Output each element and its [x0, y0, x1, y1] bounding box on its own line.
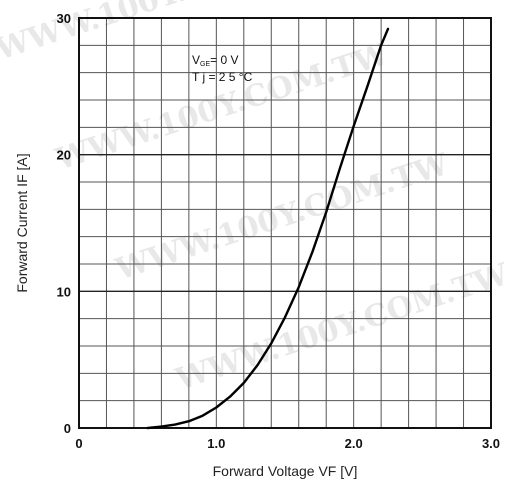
x-tick-label: 3.0 — [482, 436, 500, 451]
forward-current-curve — [146, 27, 390, 430]
y-tick-label: 10 — [57, 284, 71, 299]
y-tick-labels: 0 10 20 30 — [57, 11, 71, 436]
watermark-text: WWW.100Y.COM.TW — [0, 0, 334, 68]
y-tick-label: 0 — [64, 421, 71, 436]
x-tick-label: 1.0 — [207, 436, 225, 451]
x-tick-label: 0 — [75, 436, 82, 451]
plot-frame — [78, 17, 492, 429]
watermark-text: WWW.100Y.COM.TW — [171, 257, 511, 398]
x-axis-label: Forward Voltage VF [V] — [213, 463, 358, 479]
watermark-text: WWW.100Y.COM.TW — [111, 147, 454, 288]
x-tick-label: 2.0 — [345, 436, 363, 451]
grid — [79, 18, 491, 428]
y-tick-label: 30 — [57, 11, 71, 26]
plot-border — [78, 17, 492, 429]
series-layer — [146, 27, 390, 430]
condition-tj: T j = 2 5 °C — [192, 70, 253, 84]
x-tick-labels: 0 1.0 2.0 3.0 — [75, 436, 500, 451]
condition-vge: VGE= 0 V — [192, 53, 239, 68]
y-axis-label: Forward Current IF [A] — [14, 153, 30, 292]
y-tick-label: 20 — [57, 148, 71, 163]
watermark-layer: WWW.100Y.COM.TWWWW.100Y.COM.TWWWW.100Y.C… — [0, 0, 511, 398]
